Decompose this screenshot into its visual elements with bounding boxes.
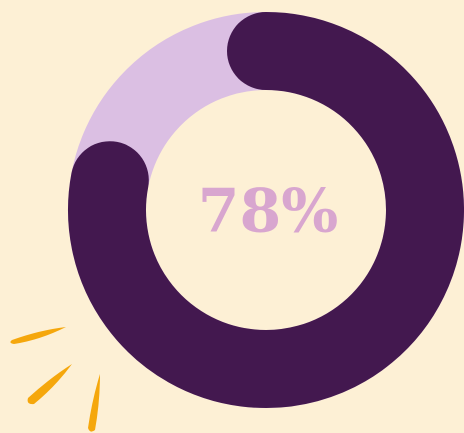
spike <box>88 374 100 432</box>
decoration-spikes <box>10 327 100 432</box>
value-label: 78% <box>198 177 339 247</box>
donut-progress <box>68 12 464 408</box>
spike <box>27 364 73 405</box>
spike <box>10 327 66 344</box>
